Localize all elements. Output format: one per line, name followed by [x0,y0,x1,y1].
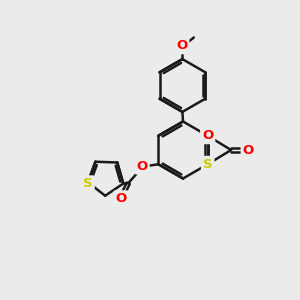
Text: S: S [83,177,93,190]
Text: O: O [115,192,127,205]
Text: O: O [176,39,188,52]
Text: O: O [136,160,148,172]
Text: O: O [202,129,213,142]
Text: S: S [203,158,212,171]
Text: O: O [243,143,254,157]
